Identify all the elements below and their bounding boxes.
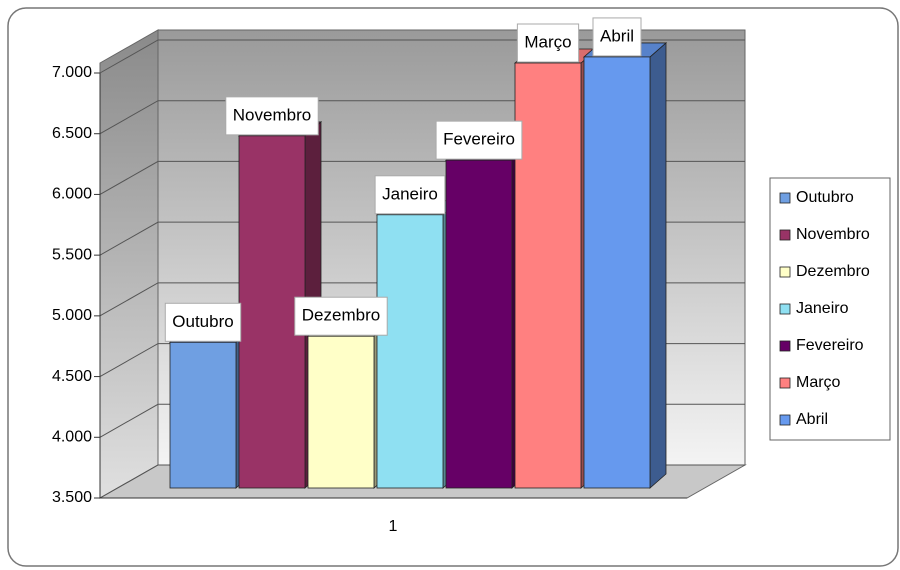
data-label: Outubro — [172, 312, 233, 331]
bar — [445, 159, 513, 489]
bar — [514, 62, 582, 489]
y-tick-label: 5.000 — [52, 307, 92, 324]
y-tick-label: 7.000 — [52, 64, 92, 81]
legend-label: Março — [796, 374, 841, 391]
data-label: Fevereiro — [443, 130, 515, 149]
legend-label: Outubro — [796, 189, 854, 206]
data-label-box — [164, 302, 242, 342]
data-label-box — [374, 175, 446, 215]
data-label: Janeiro — [382, 184, 438, 203]
bar-side — [649, 42, 667, 489]
data-label: Novembro — [233, 105, 311, 124]
legend-swatch — [779, 377, 791, 389]
y-tick-label: 3.500 — [52, 489, 92, 506]
bar — [307, 335, 375, 489]
legend-label: Janeiro — [796, 300, 849, 317]
data-label-box — [592, 17, 642, 57]
legend-swatch — [779, 340, 791, 352]
legend-label: Fevereiro — [796, 337, 864, 354]
bar — [238, 135, 306, 489]
legend-swatch — [779, 303, 791, 315]
data-label: Março — [524, 32, 571, 51]
data-label: Abril — [600, 26, 634, 45]
data-label: Dezembro — [302, 306, 380, 325]
data-label-box — [435, 120, 523, 160]
y-tick-label: 5.500 — [52, 246, 92, 263]
bar — [376, 214, 444, 489]
y-tick-label: 6.500 — [52, 125, 92, 142]
bar — [583, 56, 651, 489]
legend-swatch — [779, 266, 791, 278]
data-label-box — [225, 96, 319, 136]
legend-label: Dezembro — [796, 263, 870, 280]
y-tick-label: 4.000 — [52, 429, 92, 446]
y-tick-label: 6.000 — [52, 186, 92, 203]
bar — [169, 341, 237, 489]
data-label-box — [516, 23, 580, 63]
legend-label: Abril — [796, 411, 828, 428]
side-wall — [99, 29, 159, 499]
legend-swatch — [779, 414, 791, 426]
legend-swatch — [779, 192, 791, 204]
y-tick-label: 4.500 — [52, 368, 92, 385]
data-label-box — [294, 296, 388, 336]
legend-swatch — [779, 229, 791, 241]
legend-label: Novembro — [796, 226, 870, 243]
x-tick-label: 1 — [389, 518, 398, 535]
